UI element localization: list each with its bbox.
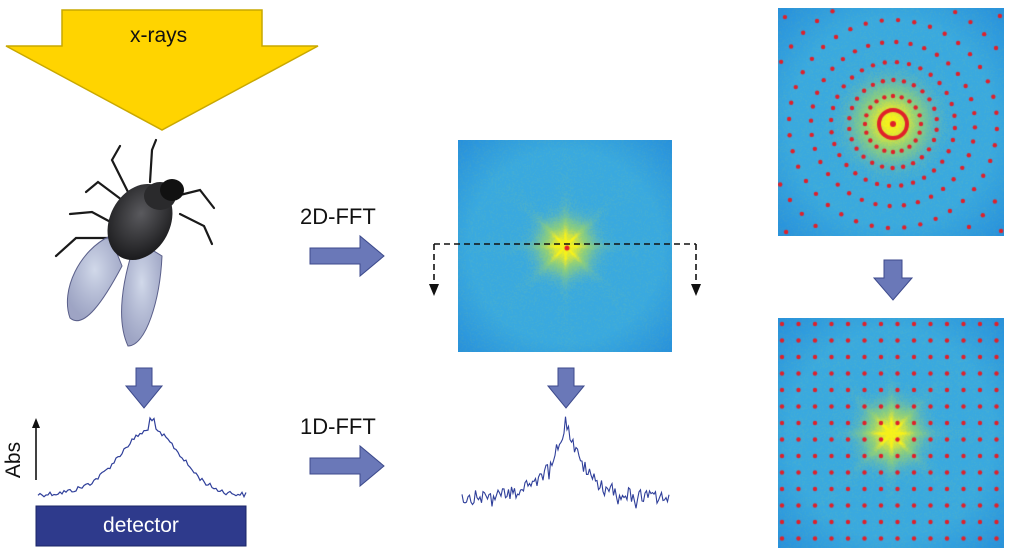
fft2d-map [458,140,672,352]
detector-label: detector [103,514,179,537]
fft1d-label: 1D-FFT [300,414,376,439]
block-arrow-icon [872,259,914,301]
lattice-grid-map [778,318,1004,548]
block-arrow-icon [124,367,164,409]
abs-axis-label: Abs [2,441,26,479]
block-arrow-icon [309,234,385,278]
block-arrow-icon [309,444,385,488]
xray-label: x-rays [130,24,188,47]
slice-arrow-right [691,284,701,296]
block-arrow-icon [546,367,586,409]
detector-bar [35,505,247,547]
slice-arrow-left [429,284,439,296]
slice-line [433,243,697,286]
xray-beam-arrow [5,9,319,131]
fft1d-spectrum [461,416,670,509]
fft2d-label: 2D-FFT [300,204,376,229]
lattice-ring-map [778,8,1004,236]
detector-spectrum [32,416,247,499]
housefly-icon [54,138,216,347]
